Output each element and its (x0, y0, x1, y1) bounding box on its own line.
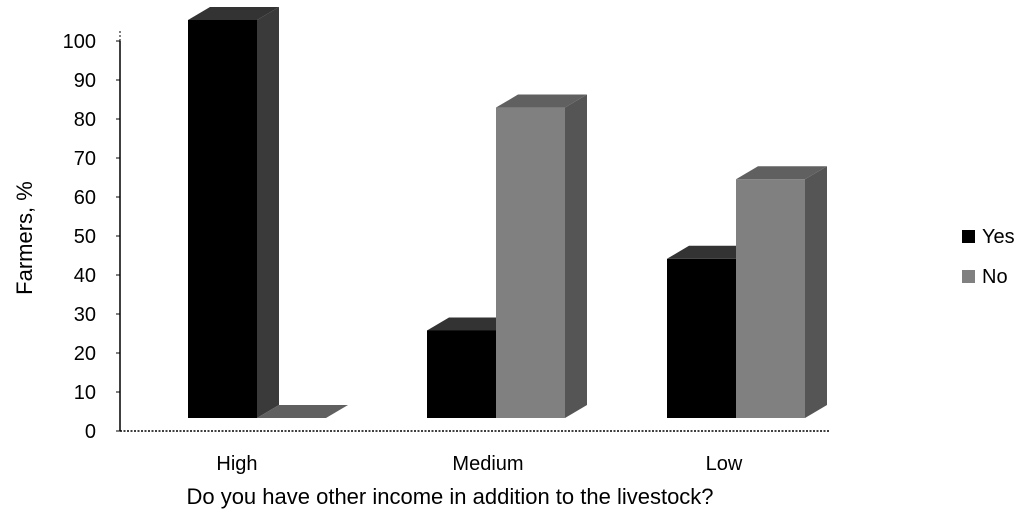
y-tick-label: 100 (63, 31, 96, 53)
bar-no-medium (496, 94, 587, 418)
bar-front-face (736, 179, 805, 418)
y-tick-labels: 0 10 20 30 40 50 60 70 80 90 100 (63, 31, 120, 443)
bar-side-face (565, 94, 587, 418)
category-labels: High Medium Low (216, 453, 742, 475)
category-label: Low (706, 453, 743, 475)
y-tick-label: 30 (74, 304, 96, 326)
bar-top-face (667, 245, 758, 259)
bar-top-face (496, 94, 587, 108)
bar-no-high (257, 405, 348, 418)
bars (188, 7, 827, 418)
bar-side-face (257, 7, 279, 418)
category-label: High (216, 453, 257, 475)
bar-top-face (427, 317, 518, 331)
legend-swatch (962, 230, 975, 243)
y-tick-label: 80 (74, 109, 96, 131)
legend-label: Yes (982, 226, 1015, 248)
bar-top-face (257, 405, 348, 418)
bar-front-face (496, 107, 565, 418)
bar-front-face (427, 330, 496, 418)
y-tick-label: 60 (74, 187, 96, 209)
bar-yes-high (188, 7, 279, 418)
y-tick-label: 50 (74, 226, 96, 248)
x-axis-title: Do you have other income in addition to … (186, 484, 713, 509)
bar-no-low (736, 166, 827, 418)
legend-label: No (982, 266, 1008, 288)
y-tick-label: 90 (74, 70, 96, 92)
bar-front-face (667, 258, 736, 418)
bar-side-face (805, 166, 827, 418)
y-axis-title: Farmers, % (12, 181, 37, 295)
category-label: Medium (452, 453, 523, 475)
y-tick-label: 10 (74, 382, 96, 404)
bar-front-face (188, 20, 257, 418)
y-tick-label: 40 (74, 265, 96, 287)
y-tick-label: 20 (74, 343, 96, 365)
y-tick-label: 70 (74, 148, 96, 170)
bar-top-face (188, 7, 279, 20)
legend: Yes No (962, 226, 1015, 288)
legend-swatch (962, 270, 975, 283)
y-tick-label: 0 (85, 421, 96, 443)
bar-top-face (736, 166, 827, 180)
